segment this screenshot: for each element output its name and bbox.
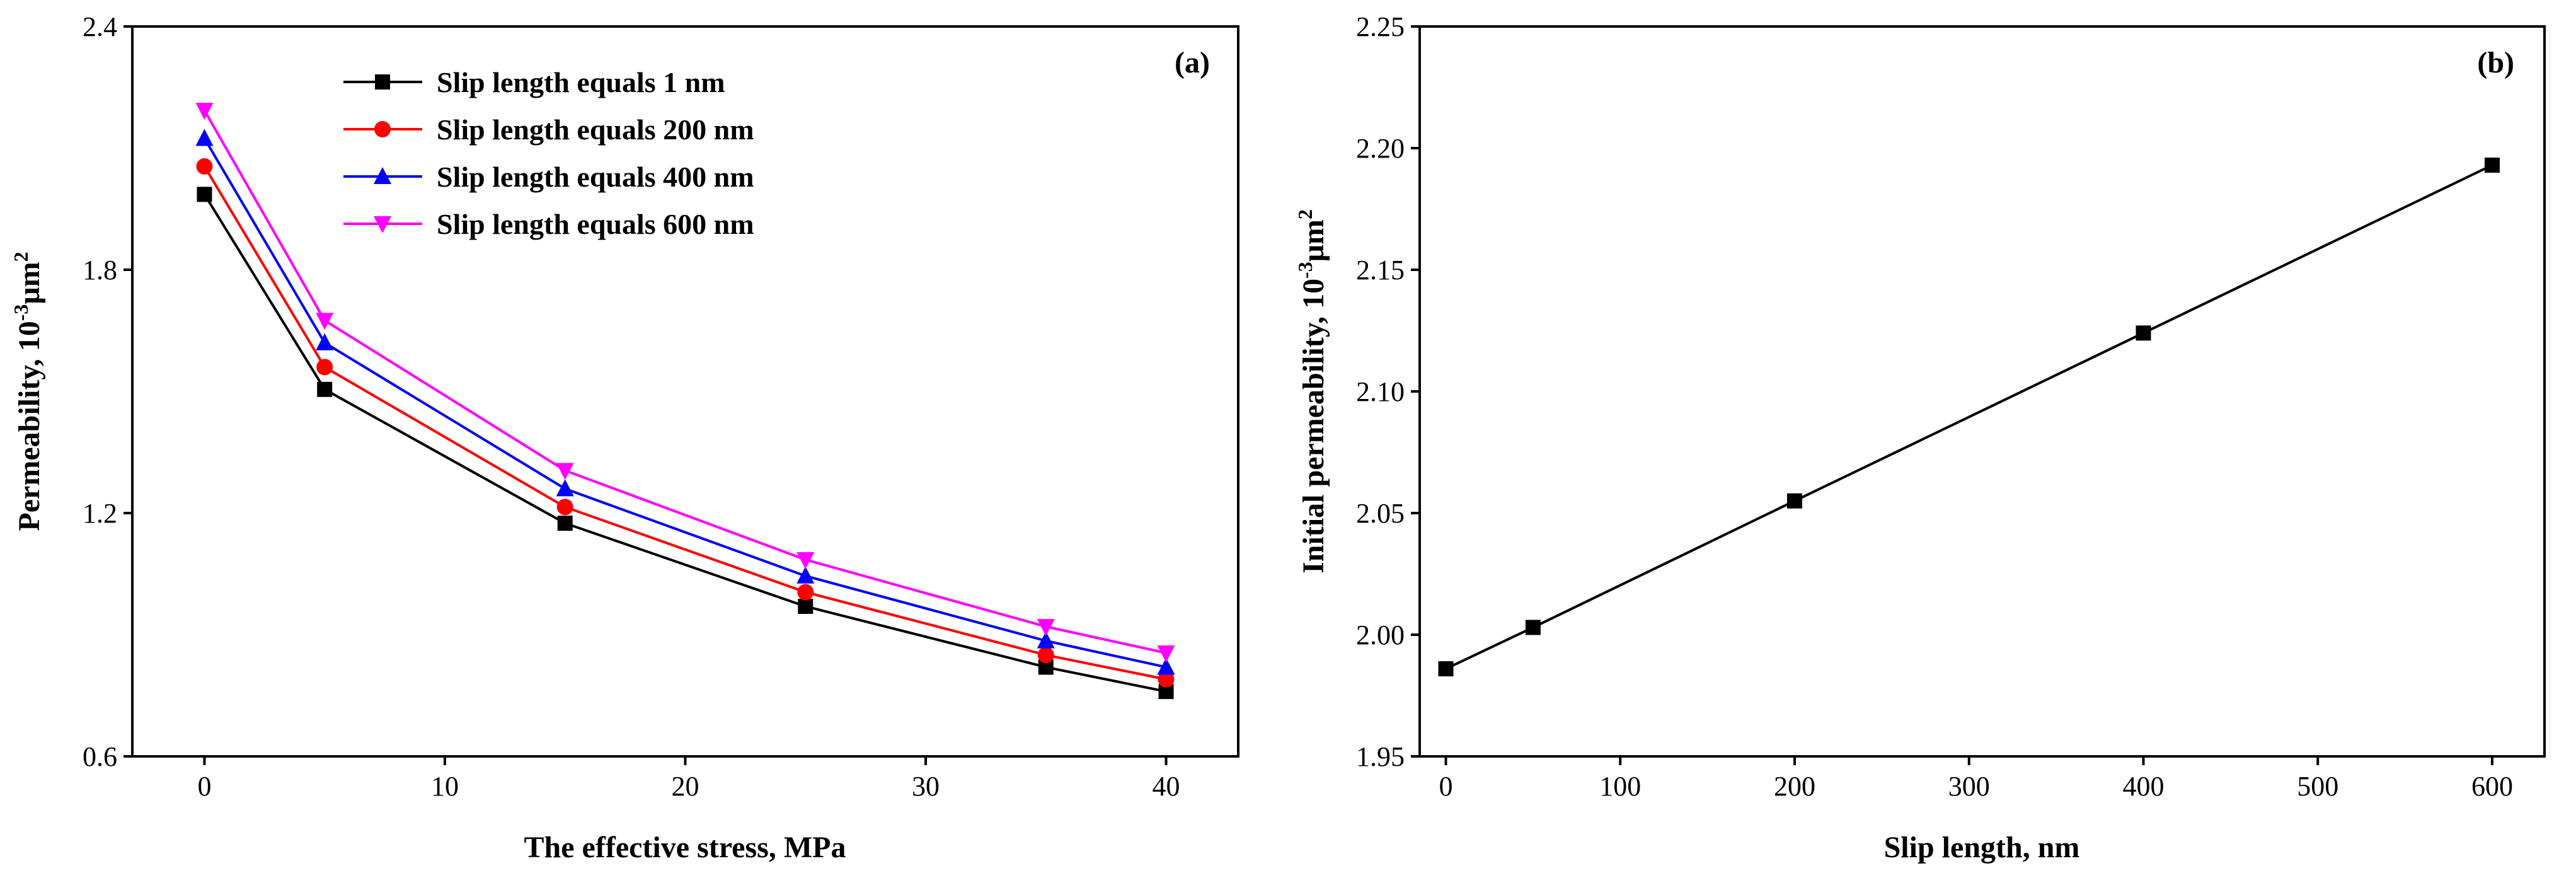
- panel-a-data-point: [556, 499, 573, 516]
- panel-a-data-point: [1037, 647, 1054, 664]
- panel-a-data-point: [1037, 631, 1055, 649]
- legend-marker: [374, 167, 391, 184]
- panel-b-y-tick-label: 1.95: [1356, 741, 1405, 772]
- panel-b-series-line: [1445, 164, 2493, 670]
- legend-label: Slip length equals 400 nm: [437, 161, 754, 193]
- panel-b-y-tick-label: 2.25: [1356, 11, 1405, 42]
- panel-a-data-point: [556, 479, 574, 497]
- panel-a-x-tick-label: 20: [672, 771, 699, 802]
- panel-a-y-tick-label: 2.4: [83, 11, 117, 42]
- panel-b-x-tick-label: 400: [2122, 771, 2164, 802]
- panel-a-data-point: [1158, 671, 1175, 688]
- legend-label: Slip length equals 1 nm: [437, 66, 725, 98]
- panel-b-y-tick-label: 2.15: [1356, 255, 1405, 286]
- panel-a-data-point: [798, 598, 814, 614]
- panel-a-y-tick-label: 0.6: [83, 741, 117, 772]
- panel-b-data-point: [1438, 661, 1454, 677]
- panel-a-data-point: [1037, 619, 1055, 637]
- panel-a-y-tick-label: 1.8: [83, 255, 117, 286]
- panel-a-data-point: [316, 333, 334, 350]
- panel-a-data-point: [316, 313, 334, 330]
- panel-a-x-tick-label: 0: [197, 771, 211, 802]
- panel-b-data-point: [2484, 158, 2500, 173]
- panel-b-y-tick-label: 2.10: [1356, 376, 1405, 407]
- panel-a-data-point: [1157, 645, 1175, 662]
- panel-a-ticks: 0 10 20 30 40 0.6 1.2 1.8 2.4: [83, 11, 1180, 802]
- panel-a-y-axis-title: Permeability, 10-3μm2: [9, 251, 46, 531]
- panel-b-x-tick-label: 0: [1439, 771, 1453, 802]
- legend-label: Slip length equals 600 nm: [437, 208, 754, 240]
- panel-a-data-point: [796, 566, 815, 584]
- panel-a-data-point: [195, 103, 214, 120]
- panel-a-markers: [195, 103, 1175, 700]
- panel-b-markers: [1438, 158, 2500, 677]
- panel-a-series-line: [203, 194, 1166, 693]
- panel-b-data-point: [2136, 325, 2151, 341]
- panel-b-data-point: [1525, 620, 1541, 635]
- panel-a-data-point: [556, 463, 574, 480]
- legend-marker: [374, 216, 391, 233]
- panel-a-data-point: [316, 359, 333, 376]
- panel-b-x-tick-label: 500: [2297, 771, 2338, 802]
- panel-a-series-line: [203, 110, 1166, 654]
- panel-b-x-tick-label: 200: [1774, 771, 1815, 802]
- panel-b-x-tick-label: 600: [2471, 771, 2513, 802]
- panel-b-label: (b): [2477, 46, 2514, 79]
- panel-a-series-line: [203, 165, 1166, 681]
- panel-a-x-tick-label: 10: [431, 771, 459, 802]
- panel-a-x-tick-label: 40: [1153, 771, 1180, 802]
- panel-a-x-tick-label: 30: [912, 771, 940, 802]
- panel-b-chart: 0 100 200 300 400 500 600 1.95 2.00 2.05 2.10 2.15 2…: [1294, 11, 2546, 864]
- legend-marker: [374, 121, 391, 137]
- panel-a-data-point: [317, 381, 333, 397]
- panel-a-data-point: [797, 584, 814, 601]
- panel-a-label: (a): [1175, 46, 1210, 79]
- panel-a-data-point: [557, 516, 573, 531]
- panel-a-series-line: [203, 137, 1166, 669]
- panel-b-y-tick-label: 2.05: [1356, 498, 1405, 529]
- panel-b-x-tick-label: 100: [1599, 771, 1641, 802]
- panel-a-data-point: [1157, 657, 1175, 675]
- panel-b-y-tick-label: 2.20: [1356, 133, 1405, 164]
- panel-b-ticks: 0 100 200 300 400 500 600 1.95 2.00 2.05 2.10 2.15 2…: [1356, 11, 2513, 802]
- panel-b-x-tick-label: 300: [1948, 771, 1990, 802]
- panel-b-series-lines: [1445, 164, 2493, 670]
- panel-b-y-axis-title: Initial permeability, 10-3μm2: [1294, 209, 1330, 574]
- legend-marker: [375, 74, 390, 90]
- panel-a-y-tick-label: 1.2: [83, 498, 117, 529]
- panel-a-data-point: [195, 129, 214, 146]
- panel-b-y-tick-label: 2.00: [1356, 620, 1405, 650]
- panel-b-data-point: [1787, 493, 1802, 509]
- panel-a-x-axis-title: The effective stress, MPa: [524, 831, 846, 864]
- panel-a-series-lines: [203, 110, 1166, 693]
- panel-a-data-point: [796, 552, 815, 569]
- legend-label: Slip length equals 200 nm: [437, 113, 754, 146]
- panel-b-plot-frame: [1418, 25, 2546, 758]
- panel-a-data-point: [197, 187, 212, 202]
- panel-a-data-point: [196, 158, 213, 175]
- panel-a-chart: 0 10 20 30 40 0.6 1.2 1.8 2.4 (a) Slip length eq…: [9, 11, 1239, 864]
- panel-a-legend: Slip length equals 1 nm Slip length equal…: [343, 66, 754, 240]
- panel-b-x-axis-title: Slip length, nm: [1884, 831, 2080, 864]
